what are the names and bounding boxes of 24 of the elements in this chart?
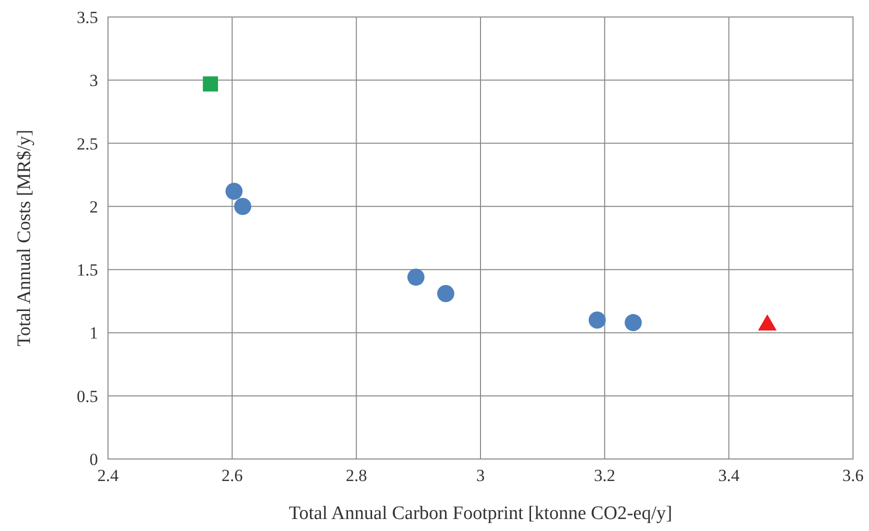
point (407, 268, 424, 286)
point (202, 76, 218, 92)
y-tick-label: 3.5 (76, 8, 98, 27)
y-tick-label: 3 (90, 71, 98, 90)
y-tick-label: 1.5 (76, 260, 98, 280)
point (588, 312, 606, 329)
x-tick-label: 3.2 (594, 466, 616, 485)
x-tick-label: 2.4 (97, 466, 120, 485)
y-axis-title: Total Annual Costs [MR$/y] (14, 130, 35, 346)
y-tick-label: 1 (90, 324, 98, 343)
point (225, 182, 243, 200)
point (234, 198, 252, 215)
x-tick-label: 3.4 (718, 466, 740, 485)
x-tick-label: 2.6 (222, 466, 243, 485)
y-tick-label: 2 (90, 197, 98, 216)
y-tick-label: 0 (90, 450, 98, 469)
x-tick-label: 2.8 (346, 466, 367, 485)
point (624, 314, 642, 332)
y-tick-label: 0.5 (76, 386, 98, 406)
x-tick-label: 3.6 (842, 466, 864, 485)
point (437, 285, 454, 302)
x-axis-title: Total Annual Carbon Footprint [ktonne CO2-eq/y] (288, 503, 672, 524)
y-tick-label: 2.5 (76, 134, 98, 154)
x-tick-label: 3 (476, 466, 485, 485)
